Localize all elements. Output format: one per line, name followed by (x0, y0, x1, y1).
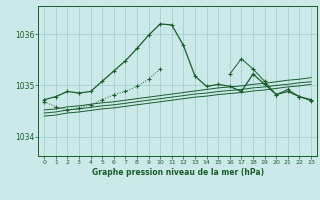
X-axis label: Graphe pression niveau de la mer (hPa): Graphe pression niveau de la mer (hPa) (92, 168, 264, 177)
